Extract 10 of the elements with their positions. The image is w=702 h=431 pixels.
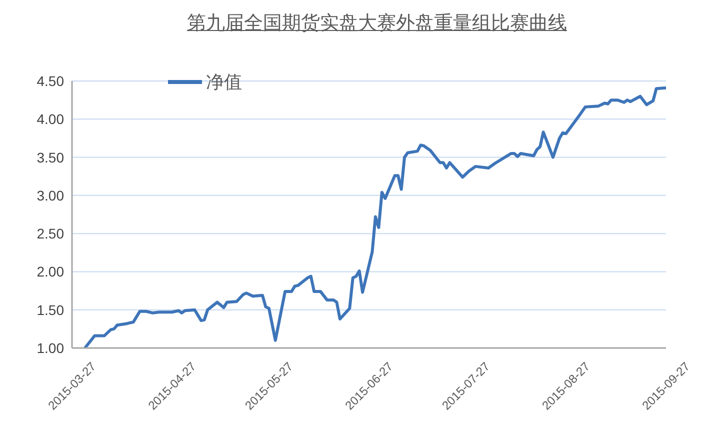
y-tick-label: 4.50 [36,72,64,89]
y-tick-label: 3.50 [36,149,64,166]
chart-title: 第九届全国期货实盘大赛外盘重量组比赛曲线 [186,11,568,36]
y-tick-label: 2.50 [36,226,64,242]
y-tick-label: 3.00 [36,187,64,204]
y-tick-label: 1.00 [36,340,64,356]
y-tick-label: 1.50 [36,302,64,318]
y-tick-label: 4.00 [36,111,64,128]
legend-label: 净值 [206,71,242,94]
y-tick-label: 2.00 [36,264,64,280]
